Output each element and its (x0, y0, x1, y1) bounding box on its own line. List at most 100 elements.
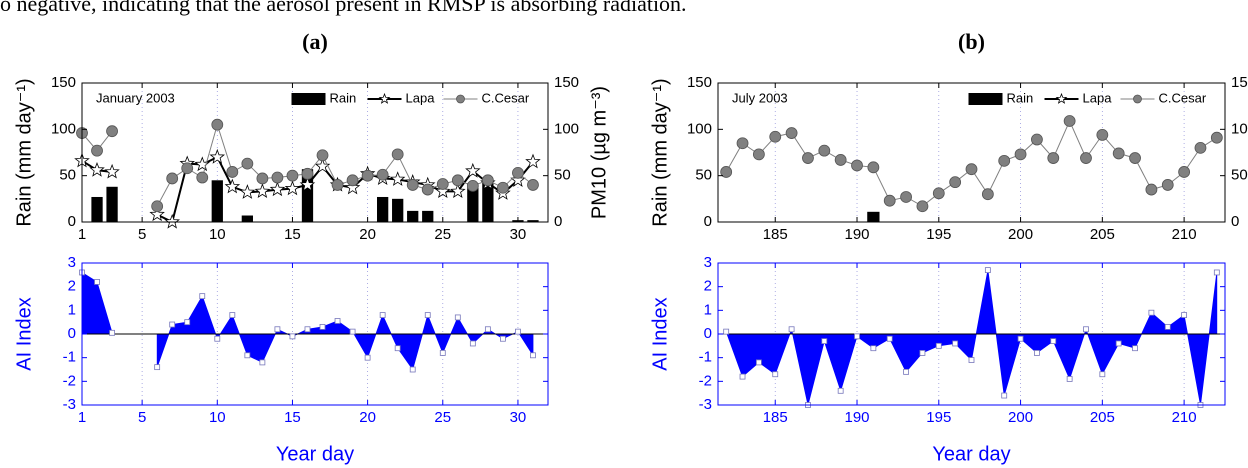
circle-marker (391, 148, 404, 161)
circle-marker (241, 157, 254, 170)
x-tick-label: 190 (845, 409, 870, 426)
x-tick-label: 205 (1090, 409, 1115, 426)
circle-marker (802, 152, 814, 164)
star-marker (450, 183, 466, 199)
x-tick-label: 10 (209, 226, 226, 243)
ai-marker (424, 312, 431, 318)
circle-marker (196, 171, 209, 184)
star-marker (164, 213, 180, 229)
annotation: January 2003 (96, 90, 175, 105)
circle-marker (181, 162, 194, 175)
circle-marker (1129, 152, 1141, 164)
ai-marker (364, 354, 371, 361)
x-tick-label: 25 (434, 226, 451, 243)
star-marker (465, 162, 481, 178)
star-marker (209, 148, 225, 164)
y2-axis-label: PM10 (µg m⁻³) (588, 86, 610, 219)
circle-marker (998, 154, 1011, 167)
rain-bar (407, 210, 419, 222)
y-tick-label: 1 (68, 301, 76, 318)
x-tick-label: 185 (763, 226, 788, 243)
rain-bar (867, 211, 880, 222)
circle-marker (451, 174, 464, 187)
circle-marker (900, 191, 912, 203)
ai-marker (968, 357, 975, 363)
ai-marker (1132, 345, 1138, 352)
x-tick-label: 25 (434, 409, 451, 426)
y-tick-label: -2 (699, 372, 712, 389)
circle-marker (406, 179, 419, 191)
star-marker (104, 163, 120, 179)
legend-swatch (291, 93, 326, 105)
x-tick-label: 190 (845, 226, 870, 243)
circle-marker (91, 144, 103, 157)
ai-marker (259, 359, 266, 366)
circle-marker (769, 130, 782, 143)
circle-marker (436, 178, 449, 190)
ai-marker (319, 323, 326, 330)
y2-tick-label: 50 (554, 167, 571, 184)
y-axis-label: Rain (mm day⁻¹) (649, 78, 671, 226)
y-tick-label: 0 (704, 325, 712, 342)
ai-marker (1115, 340, 1122, 347)
y-tick-label: 150 (687, 74, 712, 91)
x-tick-label: 205 (1090, 226, 1115, 243)
x-tick-label: 5 (138, 409, 146, 426)
circle-marker (1096, 128, 1109, 141)
ai-marker (199, 293, 206, 300)
rain-bar (91, 196, 103, 222)
x-tick-label: 195 (926, 226, 951, 243)
x-tick-label: 200 (1008, 409, 1033, 426)
caption-fragment: o negative, indicating that the aerosol … (0, 0, 687, 16)
y-tick-label: -3 (63, 396, 76, 413)
x-tick-label: 15 (284, 409, 301, 426)
circle-marker (1194, 141, 1207, 154)
panel-label: (a) (302, 29, 328, 54)
circle-marker (883, 194, 896, 207)
plot-frame (717, 82, 1226, 223)
circle-marker (867, 161, 880, 174)
rain-bar (301, 169, 314, 222)
circle-marker (361, 169, 374, 182)
y-tick-label: 0 (704, 213, 712, 230)
rain-bar (241, 215, 253, 222)
circle-marker (1210, 131, 1223, 144)
circle-marker (271, 171, 284, 184)
ai-marker (870, 345, 877, 352)
circle-marker (834, 154, 847, 166)
y-tick-label: 0 (68, 325, 76, 342)
plot-frame (81, 82, 549, 223)
ai-marker (1099, 371, 1106, 378)
circle-marker (527, 179, 539, 191)
ai-marker (469, 340, 476, 347)
star-marker (254, 183, 271, 199)
ai-marker (788, 326, 795, 333)
rain-bar (211, 180, 223, 222)
x-tick-label: 30 (510, 409, 527, 426)
y-tick-label: 3 (704, 254, 712, 271)
circle-marker (1161, 179, 1174, 191)
circle-marker (818, 144, 831, 157)
x-tick-label: 20 (359, 226, 376, 243)
y-tick-label: -3 (699, 396, 712, 413)
x-tick-label: 200 (1008, 226, 1033, 243)
y-tick-label: 50 (695, 167, 712, 184)
ai-marker (379, 312, 386, 318)
ai-marker (229, 312, 236, 318)
ai-marker (755, 359, 762, 366)
ai-marker (109, 329, 115, 336)
rain-bar (467, 183, 479, 222)
legend-label: C.Cesar (1159, 90, 1207, 105)
y-axis-label: AI Index (13, 297, 35, 370)
x-tick-label: 15 (284, 226, 301, 243)
panel-label: (b) (958, 29, 985, 54)
circle-marker (965, 163, 978, 176)
y2-tick-label: 150 (1231, 74, 1248, 91)
annotation: July 2003 (732, 90, 788, 105)
ai-marker (154, 364, 161, 371)
ai-marker (919, 350, 926, 356)
circle-marker (466, 179, 479, 192)
legend-swatch (968, 93, 1003, 105)
ai-marker (935, 342, 942, 349)
